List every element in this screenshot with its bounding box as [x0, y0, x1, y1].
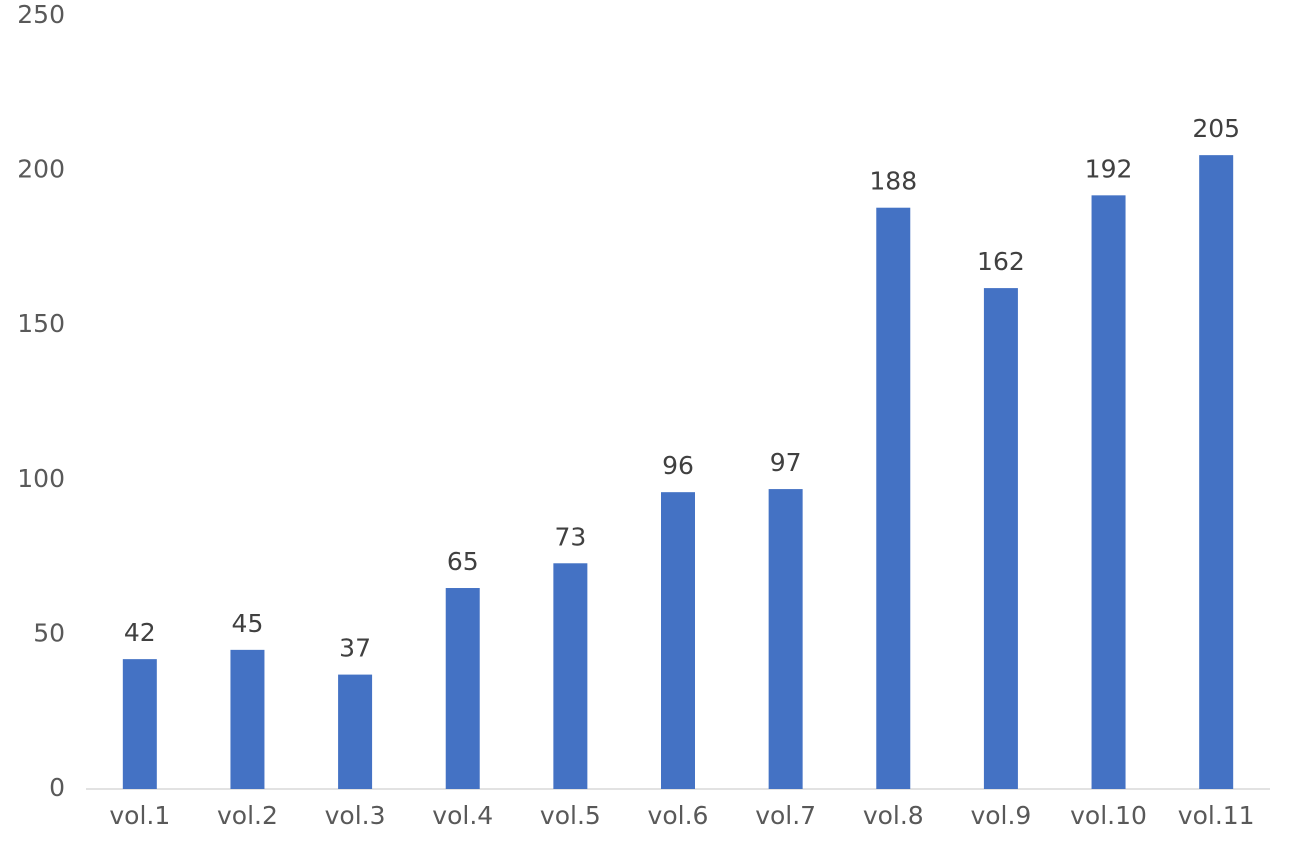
x-tick-label: vol.3	[325, 801, 386, 830]
y-tick-label: 50	[33, 618, 65, 647]
x-tick-label: vol.6	[648, 801, 709, 830]
data-label: 205	[1192, 114, 1240, 143]
x-tick-label: vol.8	[863, 801, 924, 830]
bar	[876, 207, 911, 790]
data-label: 192	[1085, 154, 1133, 183]
data-label: 42	[124, 618, 156, 647]
data-label: 65	[447, 547, 479, 576]
bar	[983, 288, 1018, 789]
bar	[1199, 155, 1234, 789]
data-label: 96	[662, 451, 694, 480]
data-label: 37	[339, 634, 371, 663]
x-tick-label: vol.9	[970, 801, 1031, 830]
data-label: 45	[232, 609, 264, 638]
bar	[1091, 195, 1126, 789]
y-tick-label: 0	[49, 773, 65, 802]
y-tick-label: 200	[17, 155, 65, 184]
data-label: 97	[770, 448, 802, 477]
bar	[553, 563, 588, 789]
data-label: 73	[554, 522, 586, 551]
bar	[338, 674, 373, 789]
x-tick-label: vol.2	[217, 801, 278, 830]
y-tick-label: 250	[17, 0, 65, 29]
x-tick-label: vol.4	[432, 801, 493, 830]
x-tick-label: vol.5	[540, 801, 601, 830]
bar	[122, 659, 157, 789]
data-label: 188	[869, 167, 917, 196]
bar	[230, 649, 265, 789]
bar	[768, 489, 803, 789]
x-tick-label: vol.11	[1178, 801, 1255, 830]
x-tick-label: vol.1	[109, 801, 170, 830]
data-label: 162	[977, 247, 1025, 276]
x-tick-label: vol.10	[1070, 801, 1147, 830]
y-tick-label: 100	[17, 464, 65, 493]
y-tick-label: 150	[17, 309, 65, 338]
x-tick-label: vol.7	[755, 801, 816, 830]
bar	[445, 588, 480, 789]
bar	[661, 492, 695, 789]
